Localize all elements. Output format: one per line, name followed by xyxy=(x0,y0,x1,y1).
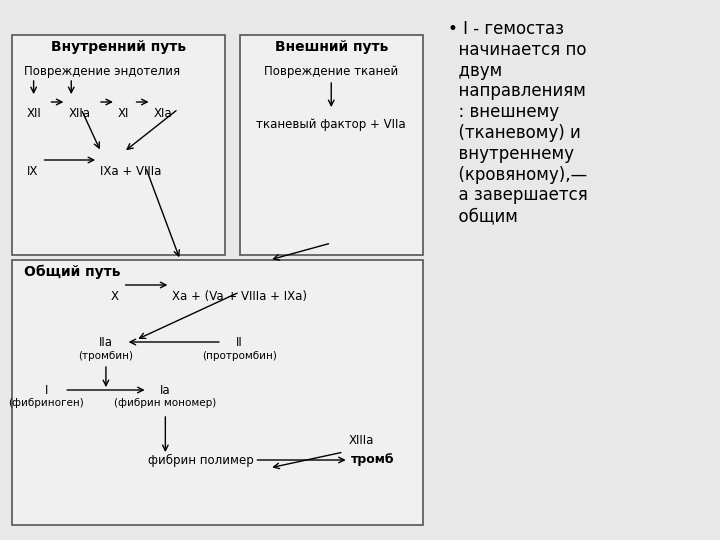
Text: XIa: XIa xyxy=(153,107,172,120)
Text: • I - гемостаз
  начинается по
  двум
  направлениям
  : внешнему
  (тканевому) : • I - гемостаз начинается по двум направ… xyxy=(448,20,588,225)
Text: Повреждение тканей: Повреждение тканей xyxy=(264,65,398,78)
Text: IXa + VIIIa: IXa + VIIIa xyxy=(100,165,161,178)
Text: тромб: тромб xyxy=(351,454,394,467)
Text: (фибриноген): (фибриноген) xyxy=(9,398,84,408)
Text: XIIIa: XIIIa xyxy=(348,434,374,447)
Text: Повреждение эндотелия: Повреждение эндотелия xyxy=(24,65,180,78)
Text: (фибрин мономер): (фибрин мономер) xyxy=(114,398,217,408)
Text: Общий путь: Общий путь xyxy=(24,265,120,279)
Text: (тромбин): (тромбин) xyxy=(78,351,133,361)
Bar xyxy=(12,35,225,255)
Text: IX: IX xyxy=(27,165,38,178)
Text: фибрин полимер: фибрин полимер xyxy=(148,454,253,467)
Text: Xa + (Va + VIIIa + IXa): Xa + (Va + VIIIa + IXa) xyxy=(172,290,307,303)
Text: (протромбин): (протромбин) xyxy=(202,351,277,361)
Text: XIIa: XIIa xyxy=(68,107,90,120)
Text: X: X xyxy=(111,290,119,303)
Text: XII: XII xyxy=(27,107,42,120)
Text: Внутренний путь: Внутренний путь xyxy=(50,40,186,54)
Text: тканевый фактор + VIIa: тканевый фактор + VIIa xyxy=(256,118,406,131)
Text: Внешний путь: Внешний путь xyxy=(274,40,388,54)
Bar xyxy=(12,260,423,525)
Text: I: I xyxy=(45,383,48,396)
Text: Ia: Ia xyxy=(160,383,171,396)
Text: IIa: IIa xyxy=(99,335,113,348)
Bar xyxy=(240,35,423,255)
Text: II: II xyxy=(236,335,243,348)
Text: XI: XI xyxy=(118,107,129,120)
